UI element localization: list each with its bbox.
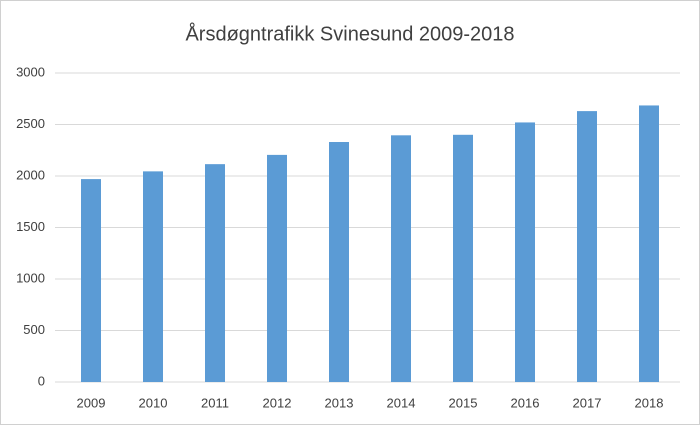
bar xyxy=(577,111,597,383)
y-tick-label: 2000 xyxy=(16,167,45,182)
bar xyxy=(639,105,659,382)
y-tick-label: 1000 xyxy=(16,270,45,285)
x-tick-label: 2011 xyxy=(201,395,229,410)
y-tick-label: 0 xyxy=(38,373,45,388)
x-tick-label: 2017 xyxy=(573,395,602,410)
x-tick-label: 2013 xyxy=(325,395,354,410)
bar xyxy=(267,154,287,382)
bar xyxy=(453,134,473,382)
x-tick-label: 2018 xyxy=(635,395,664,410)
x-tick-label: 2015 xyxy=(449,395,478,410)
x-tick-label: 2010 xyxy=(139,395,168,410)
y-tick-label: 3000 xyxy=(16,64,45,79)
y-tick-label: 1500 xyxy=(16,219,45,234)
x-tick-label: 2012 xyxy=(263,395,292,410)
x-tick-label: 2016 xyxy=(511,395,540,410)
bar xyxy=(515,122,535,382)
y-tick-label: 500 xyxy=(23,322,45,337)
bar xyxy=(143,171,163,382)
chart-title: Årsdøgntrafikk Svinesund 2009-2018 xyxy=(185,22,514,45)
bar xyxy=(391,135,411,382)
bar xyxy=(329,142,349,382)
x-tick-label: 2014 xyxy=(387,395,416,410)
y-tick-label: 2500 xyxy=(16,116,45,131)
x-tick-label: 2009 xyxy=(77,395,106,410)
bar xyxy=(205,164,225,382)
bar xyxy=(81,179,101,382)
